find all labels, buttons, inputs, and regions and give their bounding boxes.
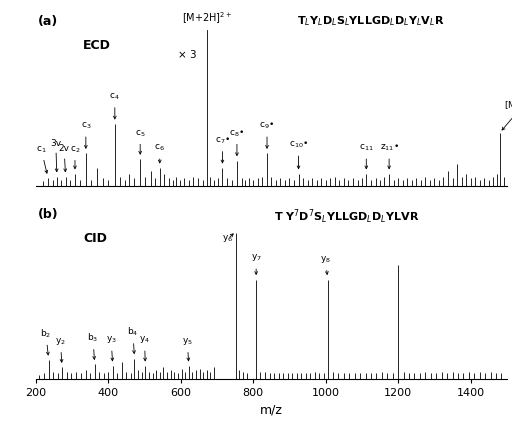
- Text: T Y$^7$D$^7$S$_L$YLLGD$_L$D$_L$YLVR: T Y$^7$D$^7$S$_L$YLLGD$_L$D$_L$YLVR: [274, 208, 419, 227]
- Text: y$_3$: y$_3$: [106, 334, 117, 361]
- Text: 3v: 3v: [50, 138, 61, 172]
- Text: c$_2$: c$_2$: [70, 144, 80, 169]
- Text: z$_{11}$•: z$_{11}$•: [379, 143, 399, 169]
- Text: c$_7$•: c$_7$•: [215, 135, 230, 163]
- Text: c$_1$: c$_1$: [36, 144, 48, 173]
- Text: ECD: ECD: [83, 39, 111, 52]
- Text: y$_7$: y$_7$: [251, 253, 262, 274]
- Text: y$_4$: y$_4$: [139, 334, 150, 361]
- Text: c$_8$•: c$_8$•: [229, 128, 245, 155]
- Text: c$_6$: c$_6$: [155, 143, 165, 163]
- Text: c$_5$: c$_5$: [135, 128, 145, 154]
- Text: [M+2H]$^{2+}$: [M+2H]$^{2+}$: [182, 10, 232, 26]
- Text: b$_4$: b$_4$: [127, 325, 139, 354]
- Text: c$_3$: c$_3$: [80, 121, 91, 148]
- Text: c$_9$•: c$_9$•: [260, 121, 274, 148]
- Text: CID: CID: [83, 232, 107, 245]
- Text: c$_4$: c$_4$: [110, 92, 120, 119]
- Text: y$_5$: y$_5$: [182, 336, 193, 361]
- Text: c$_{11}$: c$_{11}$: [359, 143, 374, 169]
- Text: × 3: × 3: [179, 50, 197, 60]
- Text: (a): (a): [38, 14, 58, 28]
- Text: b$_3$: b$_3$: [88, 331, 99, 359]
- Text: 2v: 2v: [58, 144, 70, 172]
- Text: [M+H]$^+$: [M+H]$^+$: [502, 100, 512, 130]
- X-axis label: m/z: m/z: [260, 404, 283, 417]
- Text: y$_6$: y$_6$: [222, 233, 233, 245]
- Text: c$_{10}$•: c$_{10}$•: [289, 140, 308, 169]
- Text: b$_2$: b$_2$: [40, 327, 52, 355]
- Text: y$_2$: y$_2$: [55, 336, 66, 362]
- Text: y$_8$: y$_8$: [321, 254, 331, 274]
- Text: T$_L$Y$_L$D$_L$S$_L$YLLGD$_L$D$_L$Y$_L$V$_L$R: T$_L$Y$_L$D$_L$S$_L$YLLGD$_L$D$_L$Y$_L$V…: [297, 14, 445, 28]
- Text: (b): (b): [38, 208, 59, 221]
